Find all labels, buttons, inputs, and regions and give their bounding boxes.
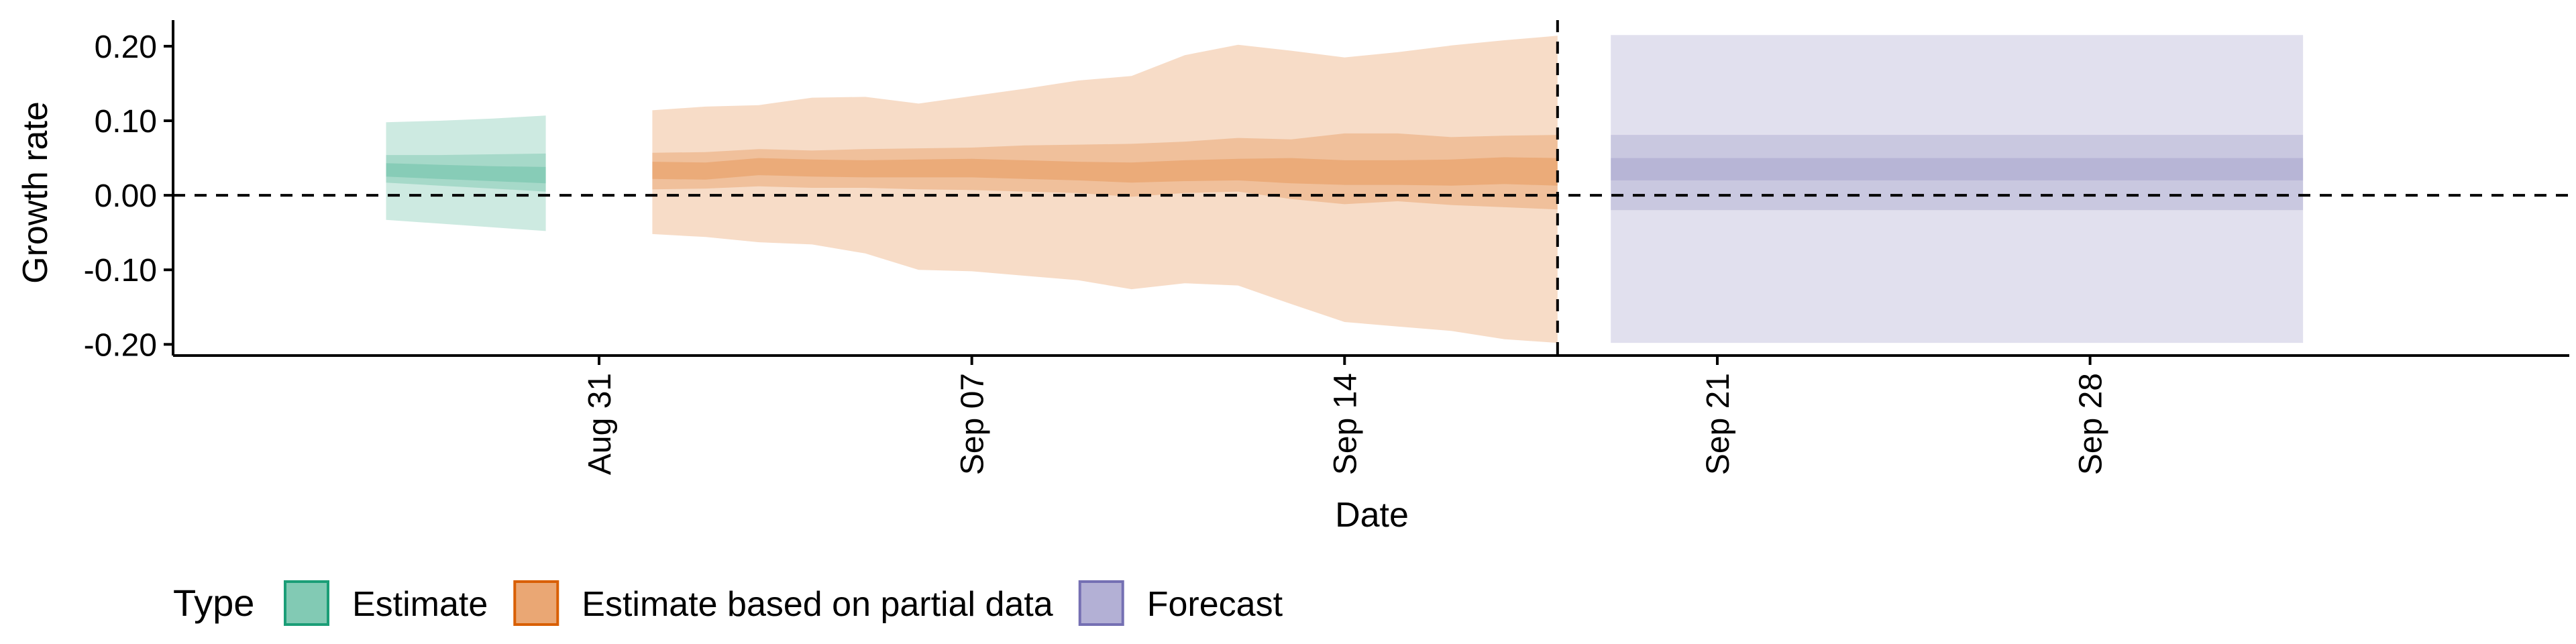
estimate-based-on-partial-data-band-90 [652,36,1558,343]
chart-axes [172,20,2569,357]
estimate-band-50 [386,153,546,192]
y-tick-label: -0.20 [84,327,157,363]
legend-swatch [1078,580,1124,626]
legend-item-estimate: Estimate [284,580,488,626]
x-tick-label: Aug 31 [582,373,618,475]
x-tick-label: Sep 07 [955,373,991,475]
legend-label: Estimate based on partial data [582,585,1053,624]
legend-item-estimate-based-on-partial-data: Estimate based on partial data [513,580,1053,626]
forecast-band-90 [1611,35,2304,343]
legend-title: Type [173,582,254,624]
estimate-band-90 [386,115,546,231]
y-axis-ticks: 0.20 0.10 0.00 -0.10 -0.20 [84,30,173,363]
x-tick-label: Sep 28 [2074,373,2109,475]
legend: Type Estimate Estimate based on partial d… [173,580,1283,626]
forecast-band-50 [1611,135,2304,211]
reference-lines [173,20,2569,356]
x-tick-label: Sep 21 [1701,373,1736,475]
forecast-band-20 [1611,158,2304,180]
y-tick-label: 0.20 [95,30,157,65]
y-tick-label: 0.10 [95,104,157,140]
legend-swatch [513,580,559,626]
x-axis-title: Date [1335,496,1409,535]
legend-item-forecast: Forecast [1078,580,1283,626]
estimate-based-on-partial-data-band-50 [652,133,1558,210]
legend-swatch [284,580,329,626]
y-tick-label: 0.00 [95,178,157,214]
x-axis-ticks: Aug 31 Sep 07 Sep 14 Sep 21 Sep 28 [582,356,2109,475]
x-tick-label: Sep 14 [1328,373,1363,475]
estimate-band-20 [386,163,546,184]
y-axis-title: Growth rate [16,101,55,284]
estimate-based-on-partial-data-band-20 [652,157,1558,186]
legend-label: Estimate [352,585,488,624]
y-tick-label: -0.10 [84,253,157,288]
legend-label: Forecast [1147,585,1283,624]
chart-bands [386,35,2304,343]
